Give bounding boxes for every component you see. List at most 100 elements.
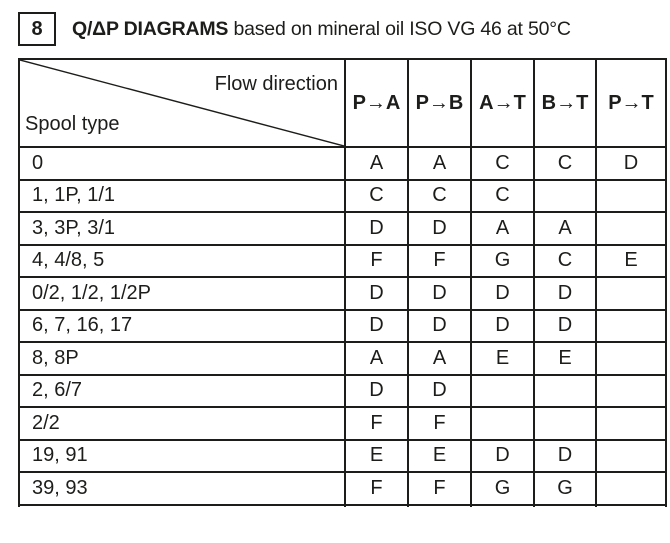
flow-value-cell: D [344,276,409,311]
flow-value-cell [595,471,667,506]
flow-value-cell: C [533,146,597,181]
flow-value-cell: A [533,211,597,246]
diagonal-divider-line [21,61,343,145]
flow-value-cell: D [407,308,472,343]
flow-value-cell: D [470,308,535,343]
header-row: Flow direction Spool type P→A P→B A→T B→T P→… [18,58,667,148]
flow-column-header: B→T [533,58,597,148]
cut-off-row [18,503,667,507]
spool-type-cell: 39, 93 [18,471,346,506]
flow-value-cell: F [344,471,409,506]
flow-value-cell [533,178,597,213]
spool-type-cell: 4, 4/8, 5 [18,243,346,278]
flow-value-cell: E [470,341,535,376]
flow-value-cell: F [407,471,472,506]
flow-value-cell: F [407,243,472,278]
qdp-table: Flow direction Spool type P→A P→B A→T B→T P→… [18,58,667,507]
flow-value-cell: A [407,146,472,181]
flow-value-cell [595,406,667,441]
table-row: 39, 93 F F G G [18,471,667,506]
flow-value-cell: G [533,471,597,506]
flow-value-cell: D [407,373,472,408]
flow-value-cell: D [533,308,597,343]
flow-value-cell [533,406,597,441]
spool-type-cell: 8, 8P [18,341,346,376]
section-heading: Q/ΔP DIAGRAMS based on mineral oil ISO V… [72,12,571,46]
spool-type-cell: 2, 6/7 [18,373,346,408]
flow-direction-label: Flow direction [214,73,338,95]
spool-type-cell: 2/2 [18,406,346,441]
flow-value-cell [595,341,667,376]
table-row: 19, 91 E E D D [18,438,667,473]
flow-value-cell: D [344,211,409,246]
flow-value-cell: E [533,341,597,376]
flow-value-cell [595,211,667,246]
spool-type-cell: 1, 1P, 1/1 [18,178,346,213]
table-row: 1, 1P, 1/1 C C C [18,178,667,213]
flow-value-cell: A [344,146,409,181]
table-row: 6, 7, 16, 17 D D D D [18,308,667,343]
section-number-box: 8 [18,12,56,46]
section-title-bold: Q/ΔP DIAGRAMS [72,17,229,40]
flow-value-cell: A [344,341,409,376]
flow-column-header: P→A [344,58,409,148]
flow-value-cell: D [470,438,535,473]
flow-value-cell: F [344,243,409,278]
flow-value-cell: G [470,471,535,506]
flow-value-cell: C [470,146,535,181]
flow-value-cell [595,178,667,213]
flow-value-cell: D [470,276,535,311]
cut-off-cell [595,503,667,507]
section-title-regular: based on mineral oil ISO VG 46 at 50°C [228,17,571,40]
flow-value-cell [470,373,535,408]
spool-type-cell: 19, 91 [18,438,346,473]
spool-type-cell: 3, 3P, 3/1 [18,211,346,246]
flow-value-cell: C [533,243,597,278]
table-row: 2, 6/7 D D [18,373,667,408]
spool-type-cell: 0 [18,146,346,181]
flow-value-cell [595,438,667,473]
flow-value-cell: D [595,146,667,181]
flow-value-cell: G [470,243,535,278]
flow-value-cell: D [407,211,472,246]
flow-value-cell [470,406,535,441]
flow-value-cell: D [533,276,597,311]
flow-value-cell: D [344,373,409,408]
cut-off-cell [533,503,597,507]
table-row: 8, 8P A A E E [18,341,667,376]
spool-type-label: Spool type [25,113,120,135]
flow-column-header: A→T [470,58,535,148]
flow-value-cell: F [407,406,472,441]
table-row: 0/2, 1/2, 1/2P D D D D [18,276,667,311]
section-number: 8 [31,17,43,40]
spool-type-cell: 0/2, 1/2, 1/2P [18,276,346,311]
flow-value-cell: A [470,211,535,246]
flow-value-cell: D [344,308,409,343]
flow-column-header: P→B [407,58,472,148]
flow-value-cell: D [407,276,472,311]
cut-off-cell [407,503,472,507]
flow-value-cell [533,373,597,408]
flow-value-cell [595,276,667,311]
flow-value-cell: E [344,438,409,473]
flow-value-cell [595,308,667,343]
spool-type-cell: 6, 7, 16, 17 [18,308,346,343]
corner-cell: Flow direction Spool type [18,58,346,148]
flow-value-cell: F [344,406,409,441]
cut-off-cell [18,503,346,507]
table-row: 3, 3P, 3/1 D D A A [18,211,667,246]
cut-off-cell [470,503,535,507]
table-row: 2/2 F F [18,406,667,441]
flow-value-cell [595,373,667,408]
flow-column-header: P→T [595,58,667,148]
flow-value-cell: A [407,341,472,376]
flow-value-cell: C [344,178,409,213]
cut-off-cell [344,503,409,507]
flow-value-cell: C [407,178,472,213]
flow-value-cell: D [533,438,597,473]
flow-value-cell: E [407,438,472,473]
flow-value-cell: C [470,178,535,213]
